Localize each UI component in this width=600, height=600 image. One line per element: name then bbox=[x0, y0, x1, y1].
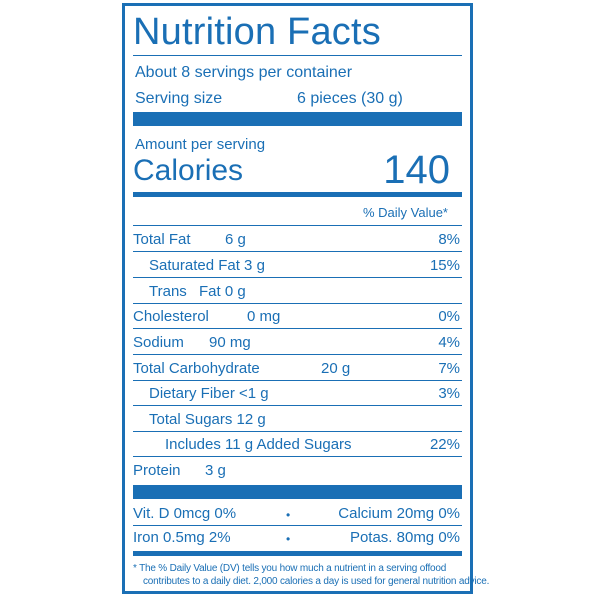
divider bbox=[133, 328, 462, 329]
nutrient-name: Trans bbox=[149, 283, 187, 300]
calories-value: 140 bbox=[383, 148, 450, 192]
divider bbox=[133, 405, 462, 406]
divider bbox=[133, 251, 462, 252]
amount-per-serving: Amount per serving bbox=[135, 136, 266, 153]
separator-dot: • bbox=[286, 532, 291, 546]
nutrient-name: Protein bbox=[133, 462, 181, 479]
serving-size-label: Serving size bbox=[135, 90, 223, 107]
vitamin-left: Vit. D 0mcg 0% bbox=[133, 505, 237, 522]
nutrient-name: Dietary Fiber <1 g bbox=[149, 385, 269, 402]
nutrient-dv: 7% bbox=[438, 360, 460, 377]
nutrient-name: Total Fat bbox=[133, 231, 191, 248]
divider bbox=[133, 55, 462, 56]
nutrition-facts-label: Nutrition Facts About 8 servings per con… bbox=[122, 3, 489, 594]
daily-value-header: % Daily Value* bbox=[362, 205, 448, 220]
divider bbox=[133, 277, 462, 278]
vitamin-right: Calcium 20mg 0% bbox=[338, 505, 460, 522]
nutrient-dv: 15% bbox=[429, 257, 460, 274]
divider bbox=[133, 225, 462, 226]
divider bbox=[133, 431, 462, 432]
nutrient-name: Total Sugars 12 g bbox=[149, 411, 266, 428]
calories-label: Calories bbox=[133, 154, 244, 187]
nutrient-amount: 3 g bbox=[205, 462, 226, 479]
divider bbox=[133, 354, 462, 355]
divider bbox=[133, 456, 462, 457]
nutrient-amount: 0 mg bbox=[247, 308, 281, 325]
nutrient-dv: 0% bbox=[438, 308, 460, 325]
divider-medium bbox=[133, 551, 462, 556]
divider-thick bbox=[133, 112, 462, 126]
nutrient-name: Saturated Fat 3 g bbox=[149, 257, 265, 274]
divider bbox=[133, 525, 462, 526]
nutrient-amount: Fat 0 g bbox=[199, 283, 246, 300]
nutrient-amount: 20 g bbox=[321, 360, 351, 377]
servings-per-container: About 8 servings per container bbox=[135, 64, 353, 81]
nutrient-name: Sodium bbox=[133, 334, 184, 351]
footnote-line-1: * The % Daily Value (DV) tells you how m… bbox=[133, 563, 447, 574]
nutrient-name: Cholesterol bbox=[133, 308, 209, 325]
nutrient-dv: 4% bbox=[438, 334, 460, 351]
label-title: Nutrition Facts bbox=[133, 11, 381, 53]
vitamin-right: Potas. 80mg 0% bbox=[349, 529, 460, 546]
separator-dot: • bbox=[286, 508, 291, 522]
nutrient-amount: 90 mg bbox=[209, 334, 251, 351]
nutrient-name: Total Carbohydrate bbox=[133, 360, 260, 377]
divider bbox=[133, 303, 462, 304]
footnote-line-2: contributes to a daily diet. 2,000 calor… bbox=[143, 576, 490, 587]
nutrient-dv: 8% bbox=[438, 231, 460, 248]
divider-thick bbox=[133, 485, 462, 499]
nutrient-dv: 3% bbox=[438, 385, 460, 402]
nutrient-dv: 22% bbox=[429, 436, 460, 453]
nutrient-name: Includes 11 g Added Sugars bbox=[165, 436, 352, 453]
serving-size-value: 6 pieces (30 g) bbox=[297, 90, 403, 107]
nutrient-amount: 6 g bbox=[225, 231, 246, 248]
vitamin-left: Iron 0.5mg 2% bbox=[133, 529, 231, 546]
divider-medium bbox=[133, 192, 462, 197]
divider bbox=[133, 380, 462, 381]
